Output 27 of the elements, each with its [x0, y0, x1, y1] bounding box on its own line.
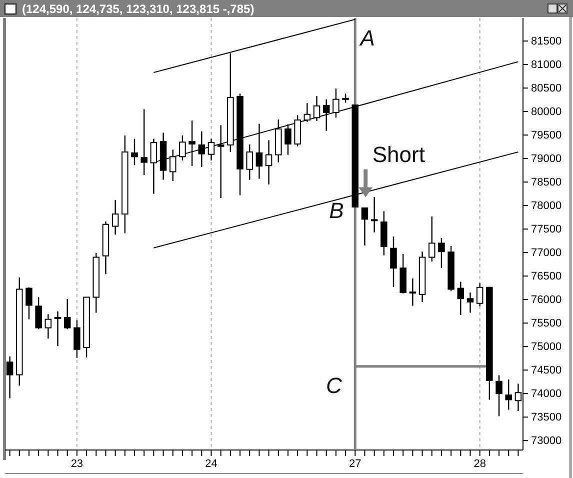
y-tick-label: 74000 [531, 388, 562, 400]
y-tick-label: 73000 [531, 435, 562, 448]
y-tick-label: 78000 [531, 200, 562, 212]
annotation: Short [372, 142, 425, 168]
y-tick-label: 81500 [531, 36, 562, 48]
annotation: B [329, 198, 344, 224]
y-tick-label: 75000 [531, 341, 562, 354]
chart-title: (124,590, 124,735, 123,310, 123,815 -,785) [22, 2, 254, 16]
x-tick-label: 27 [349, 458, 362, 470]
y-tick-label: 77000 [531, 247, 562, 260]
y-tick-label: 80000 [531, 106, 562, 118]
y-tick-label: 73500 [531, 412, 562, 424]
y-tick-label: 75500 [531, 318, 562, 330]
y-tick-label: 78500 [531, 176, 562, 189]
x-tick-label: 23 [70, 458, 84, 470]
y-tick-label: 80500 [531, 82, 562, 95]
y-tick-label: 79500 [531, 130, 562, 142]
annotation: A [358, 25, 375, 50]
y-tick-label: 76000 [531, 294, 562, 306]
y-tick-label: 74500 [531, 364, 562, 377]
y-tick-label: 77500 [531, 224, 562, 236]
y-tick-label: 81000 [531, 59, 562, 72]
y-tick-label: 76500 [531, 270, 562, 283]
x-tick-label: 24 [205, 458, 218, 470]
x-tick-label: 28 [474, 458, 486, 470]
y-tick-label: 79000 [531, 153, 562, 166]
annotation: C [326, 373, 342, 398]
